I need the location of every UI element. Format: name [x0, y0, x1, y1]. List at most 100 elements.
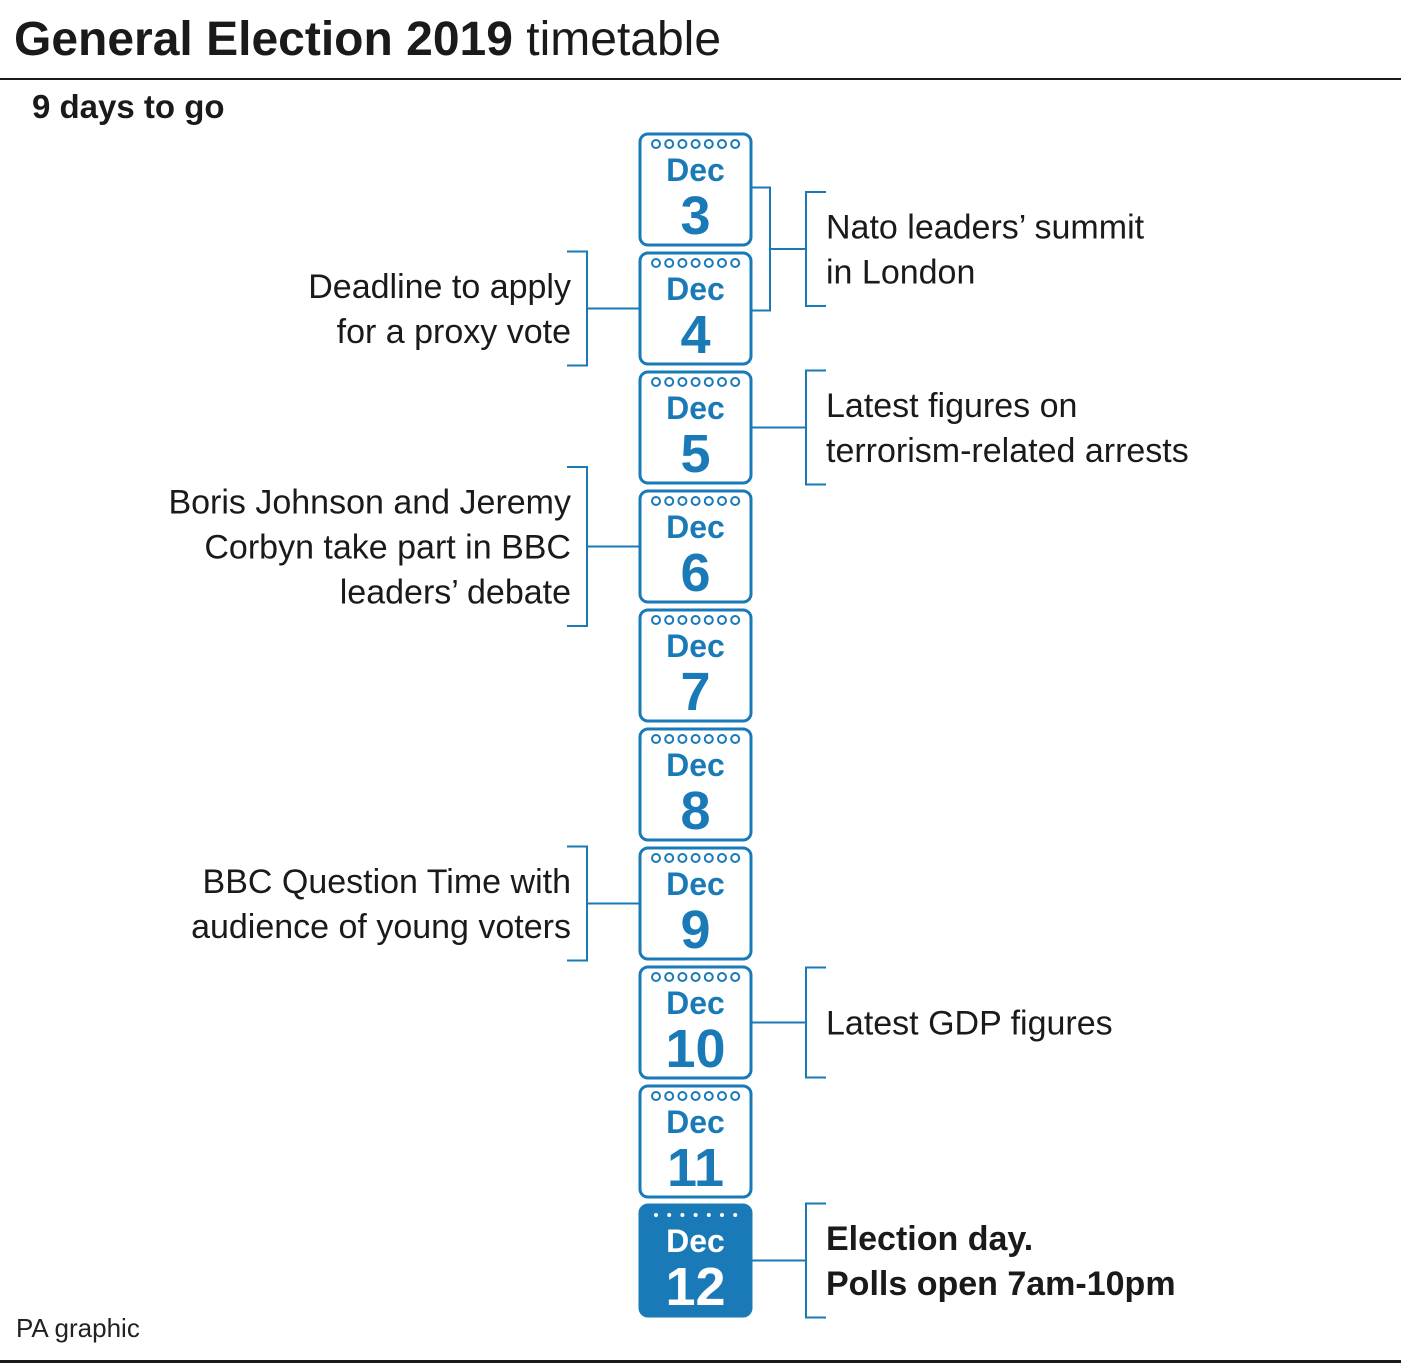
- group-bracket: [751, 186, 771, 312]
- calendar-ring: [730, 496, 741, 506]
- calendar-ring: [717, 1091, 727, 1101]
- calendar-ring: [677, 615, 688, 625]
- calendar-ring: [651, 853, 661, 863]
- calendar-ring: [703, 734, 714, 744]
- event-bracket: [805, 966, 826, 1079]
- calendar-month: Dec: [666, 509, 725, 545]
- event-bracket: [805, 191, 826, 307]
- calendar-ring: [651, 972, 661, 982]
- calendar-month: Dec: [666, 985, 725, 1021]
- calendar-frame: [638, 727, 753, 842]
- calendar-day: 7: [680, 662, 710, 722]
- calendar-ring: [703, 853, 714, 863]
- calendar-ring: [693, 1213, 698, 1217]
- calendar-ring: [664, 853, 675, 863]
- event-text-line: for a proxy vote: [337, 313, 571, 351]
- calendar-month: Dec: [666, 390, 725, 426]
- calendar-ring: [703, 258, 714, 268]
- event-annotations: Nato leaders’ summit in London Deadline to…: [168, 186, 1189, 1319]
- calendar-ring: [690, 853, 701, 863]
- calendar-ring: [651, 258, 661, 268]
- calendar-day: 8: [680, 781, 710, 841]
- calendar-ring: [730, 258, 741, 268]
- event-text-line: Boris Johnson and Jeremy: [168, 484, 571, 522]
- event-bracket: [567, 250, 588, 367]
- source-credit: PA graphic: [16, 1313, 140, 1343]
- calendar-ring: [690, 377, 701, 387]
- event-text-line: BBC Question Time with: [203, 863, 571, 901]
- calendar-day: 4: [680, 305, 710, 365]
- calendar-ring: [730, 615, 741, 625]
- calendar-ring: [717, 377, 727, 387]
- calendar-ring: [651, 615, 661, 625]
- calendar-ring: [733, 1213, 738, 1217]
- calendar-month: Dec: [666, 747, 725, 783]
- calendar-month: Dec: [666, 1104, 725, 1140]
- calendar-ring: [717, 734, 727, 744]
- calendar-ring: [667, 1213, 672, 1217]
- calendar-ring: [664, 734, 675, 744]
- calendar-ring: [690, 139, 701, 149]
- calendar-ring: [677, 496, 688, 506]
- calendar-ring: [654, 1213, 658, 1217]
- calendar-ring: [690, 972, 701, 982]
- calendar-ring: [677, 1091, 688, 1101]
- calendar-day: 11: [667, 1138, 724, 1198]
- event-annotation: Latest figures on terrorism-related arres…: [751, 369, 1189, 486]
- calendar-ring: [703, 972, 714, 982]
- calendar-ring: [730, 734, 741, 744]
- calendar-ring: [717, 139, 727, 149]
- calendar-ring: [664, 496, 675, 506]
- event-annotation: Deadline to apply for a proxy vote: [308, 250, 640, 367]
- countdown-subtitle: 9 days to go: [32, 88, 225, 125]
- page-title: General Election 2019 timetable: [14, 12, 721, 67]
- calendar-ring: [730, 377, 741, 387]
- calendar-month: Dec: [666, 152, 725, 188]
- calendar-ring: [651, 139, 661, 149]
- event-annotation: Election day. Polls open 7am-10pm: [751, 1202, 1176, 1319]
- calendar-column: Dec3Dec4Dec5Dec6Dec7Dec8Dec9Dec10Dec11De…: [638, 132, 753, 1318]
- calendar-month: Dec: [666, 866, 725, 902]
- event-text-line: Polls open 7am-10pm: [826, 1265, 1176, 1303]
- event-text-line: Election day.: [826, 1220, 1033, 1258]
- event-bracket: [805, 1202, 826, 1319]
- calendar-ring: [717, 258, 727, 268]
- calendar-ring: [703, 139, 714, 149]
- calendar-ring: [717, 972, 727, 982]
- footer-rule: [0, 1360, 1401, 1363]
- calendar-day: 6: [680, 543, 710, 603]
- event-bracket: [805, 369, 826, 486]
- calendar-ring: [730, 972, 741, 982]
- calendar-ring: [717, 496, 727, 506]
- event-text-line: terrorism-related arrests: [826, 432, 1189, 470]
- calendar-ring: [664, 1091, 675, 1101]
- calendar-ring: [651, 1091, 661, 1101]
- calendar-ring: [717, 615, 727, 625]
- calendar-ring: [677, 734, 688, 744]
- calendar-ring: [664, 615, 675, 625]
- event-text-line: audience of young voters: [191, 908, 571, 946]
- calendar-ring: [730, 853, 741, 863]
- calendar-day: 10: [665, 1019, 725, 1079]
- calendar-month: Dec: [666, 1223, 725, 1259]
- calendar-ring: [664, 377, 675, 387]
- calendar-ring: [664, 258, 675, 268]
- calendar-ring: [677, 139, 688, 149]
- event-bracket: [567, 466, 588, 627]
- event-annotation: Latest GDP figures: [751, 966, 1113, 1079]
- event-bracket: [567, 845, 588, 962]
- calendar-ring: [680, 1213, 685, 1217]
- calendar-ring: [677, 972, 688, 982]
- title-bold: General Election 2019: [14, 13, 513, 66]
- calendar-ring: [703, 377, 714, 387]
- calendar-ring: [720, 1213, 724, 1217]
- header-rule: [0, 78, 1401, 80]
- event-annotation: Boris Johnson and Jeremy Corbyn take part…: [168, 466, 640, 627]
